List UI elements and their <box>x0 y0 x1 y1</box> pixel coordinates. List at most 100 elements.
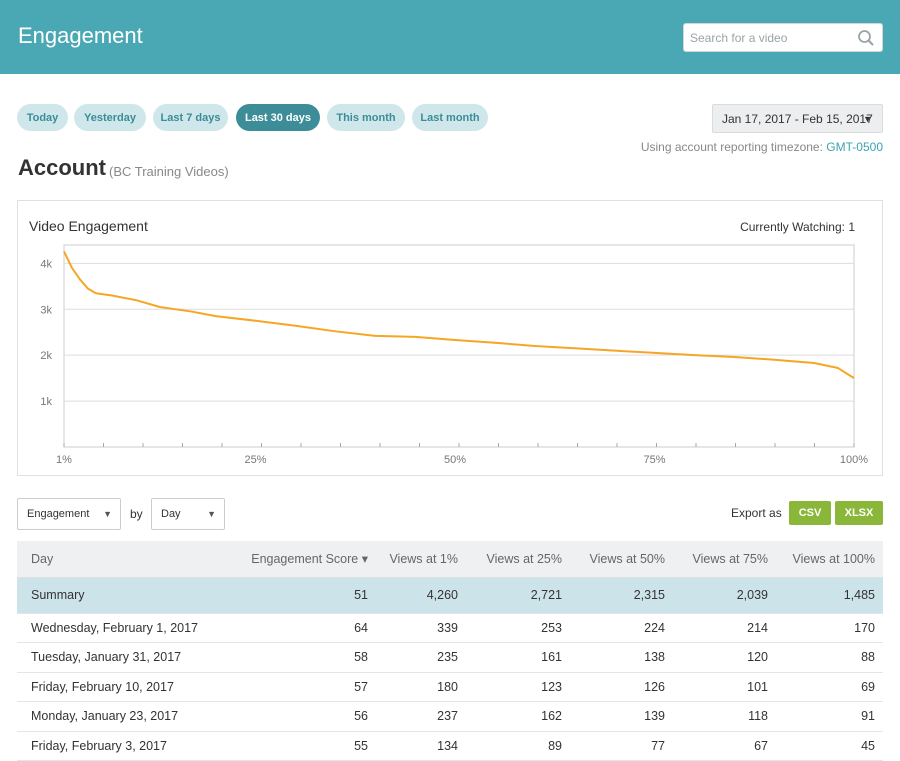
account-title: Account <box>18 155 106 180</box>
preset-last-30-days[interactable]: Last 30 days <box>236 104 320 131</box>
table-cell: 253 <box>466 613 570 643</box>
table-cell: 88 <box>776 642 883 673</box>
timezone-link[interactable]: GMT-0500 <box>826 140 883 154</box>
table-cell: Wednesday, February 1, 2017 <box>17 613 232 643</box>
table-cell: 118 <box>673 701 776 732</box>
preset-yesterday[interactable]: Yesterday <box>74 104 146 131</box>
export-csv-button[interactable]: CSV <box>789 501 831 525</box>
table-cell: Friday, February 10, 2017 <box>17 672 232 702</box>
x-tick-label: 50% <box>444 454 466 466</box>
table-cell: 126 <box>570 672 673 702</box>
column-header-views-1[interactable]: Views at 1% <box>376 541 466 578</box>
search-input[interactable] <box>690 29 850 47</box>
date-range-label: Jan 17, 2017 - Feb 15, 2017 <box>722 111 873 126</box>
table-cell: 339 <box>376 613 466 643</box>
preset-last-month[interactable]: Last month <box>412 104 488 131</box>
table-cell: 64 <box>232 613 376 643</box>
caret-down-icon: ▼ <box>103 509 112 519</box>
table-cell: 161 <box>466 642 570 673</box>
column-header-views-25[interactable]: Views at 25% <box>466 541 570 578</box>
currently-watching: Currently Watching: 1 <box>740 220 855 234</box>
table-cell: 120 <box>673 642 776 673</box>
table-cell: 4,260 <box>376 577 466 614</box>
table-cell: 139 <box>570 701 673 732</box>
table-cell: 2,315 <box>570 577 673 614</box>
table-cell: 55 <box>232 731 376 761</box>
metric-select[interactable]: Engagement ▼ <box>17 498 121 530</box>
table-cell: 1,485 <box>776 577 883 614</box>
table-row[interactable]: Tuesday, January 31, 2017 58 235 161 138… <box>17 642 883 673</box>
table-cell: Friday, February 3, 2017 <box>17 731 232 761</box>
search-icon[interactable] <box>857 29 875 47</box>
table-row[interactable]: Monday, January 23, 2017 56 237 162 139 … <box>17 701 883 732</box>
column-header-views-100[interactable]: Views at 100% <box>776 541 883 578</box>
table-cell: 2,721 <box>466 577 570 614</box>
caret-down-icon: ▼ <box>863 114 872 124</box>
x-tick-label: 1% <box>56 454 72 466</box>
table-cell: Tuesday, January 31, 2017 <box>17 642 232 673</box>
x-tick-label: 100% <box>840 454 868 466</box>
y-tick-label: 2k <box>40 350 52 362</box>
table-cell: 51 <box>232 577 376 614</box>
table-cell: 58 <box>232 642 376 673</box>
table-row[interactable]: Friday, February 3, 2017 55 134 89 77 67… <box>17 731 883 761</box>
table-cell: 101 <box>673 672 776 702</box>
column-header-views-75[interactable]: Views at 75% <box>673 541 776 578</box>
table-cell: 170 <box>776 613 883 643</box>
table-cell: 138 <box>570 642 673 673</box>
table-cell: 237 <box>376 701 466 732</box>
engagement-chart-panel: Video Engagement Currently Watching: 1 1… <box>17 200 883 476</box>
x-tick-label: 25% <box>244 454 266 466</box>
x-tick-label: 75% <box>643 454 665 466</box>
engagement-chart: 1k 2k 3k 4k 1% 25% 50% 75% 100% <box>40 244 868 466</box>
table-cell: 235 <box>376 642 466 673</box>
period-select[interactable]: Day ▼ <box>151 498 225 530</box>
table-cell: 56 <box>232 701 376 732</box>
plot-frame <box>63 244 855 448</box>
table-cell: 89 <box>466 731 570 761</box>
search-box[interactable] <box>683 23 883 52</box>
table-cell: 2,039 <box>673 577 776 614</box>
y-tick-label: 3k <box>40 304 52 316</box>
table-cell: 91 <box>776 701 883 732</box>
table-cell: 123 <box>466 672 570 702</box>
account-subtitle: (BC Training Videos) <box>109 164 229 179</box>
table-cell: 162 <box>466 701 570 732</box>
column-header-views-50[interactable]: Views at 50% <box>570 541 673 578</box>
engagement-table: Day Engagement Score ▾ Views at 1% Views… <box>17 541 883 761</box>
table-cell: 45 <box>776 731 883 761</box>
date-range-dropdown[interactable]: Jan 17, 2017 - Feb 15, 2017 ▼ <box>712 104 883 133</box>
table-cell: 67 <box>673 731 776 761</box>
table-cell: Summary <box>17 577 232 614</box>
y-tick-label: 1k <box>40 396 52 408</box>
table-cell: 69 <box>776 672 883 702</box>
table-cell: 180 <box>376 672 466 702</box>
table-cell: 224 <box>570 613 673 643</box>
table-row[interactable]: Wednesday, February 1, 2017 64 339 253 2… <box>17 613 883 643</box>
table-cell: Monday, January 23, 2017 <box>17 701 232 732</box>
metric-select-value: Engagement <box>27 508 90 520</box>
export-label: Export as <box>731 506 782 520</box>
table-cell: 214 <box>673 613 776 643</box>
page-title: Engagement <box>18 23 143 48</box>
app-header: Engagement <box>0 0 900 74</box>
by-label: by <box>130 507 143 521</box>
table-header-row: Day Engagement Score ▾ Views at 1% Views… <box>17 541 883 578</box>
preset-this-month[interactable]: This month <box>327 104 405 131</box>
series-line <box>63 250 855 379</box>
summary-row: Summary 51 4,260 2,721 2,315 2,039 1,485 <box>17 577 883 614</box>
caret-down-icon: ▼ <box>207 509 216 519</box>
timezone-note: Using account reporting timezone: GMT-05… <box>641 140 883 154</box>
y-tick-label: 4k <box>40 258 52 270</box>
column-header-day[interactable]: Day <box>17 541 232 578</box>
table-row[interactable]: Friday, February 10, 2017 57 180 123 126… <box>17 672 883 702</box>
preset-last-7-days[interactable]: Last 7 days <box>153 104 228 131</box>
timezone-prefix: Using account reporting timezone: <box>640 140 823 154</box>
period-select-value: Day <box>161 508 181 520</box>
column-header-engagement-score[interactable]: Engagement Score ▾ <box>232 541 376 578</box>
table-cell: 134 <box>376 731 466 761</box>
table-cell: 77 <box>570 731 673 761</box>
export-xlsx-button[interactable]: XLSX <box>835 501 883 525</box>
preset-today[interactable]: Today <box>17 104 68 131</box>
chart-title: Video Engagement <box>29 218 148 234</box>
